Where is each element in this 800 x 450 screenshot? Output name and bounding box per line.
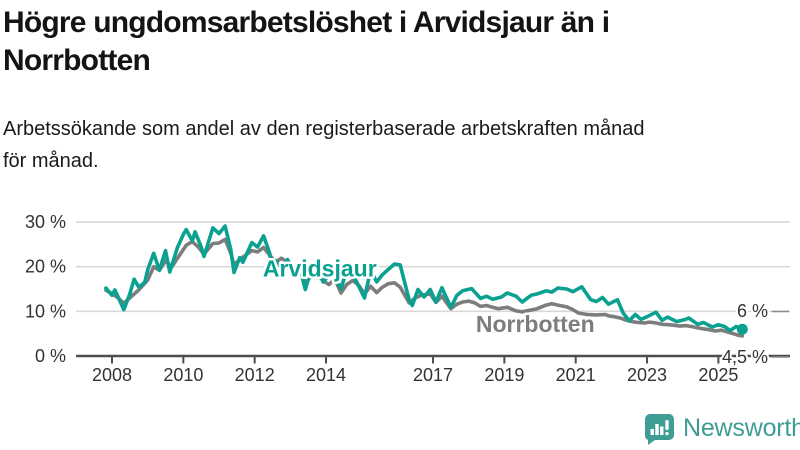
x-tick-label: 2021 xyxy=(556,365,596,385)
trend-end-dot xyxy=(736,323,748,335)
x-tick-label: 2014 xyxy=(306,365,346,385)
x-tick-label: 2023 xyxy=(627,365,667,385)
chart-subtitle: Arbetssökande som andel av den registerb… xyxy=(3,118,645,172)
x-tick-label: 2017 xyxy=(413,365,453,385)
y-tick-label: 0 % xyxy=(35,346,66,366)
series-label-norrbotten: Norrbotten xyxy=(476,311,595,337)
end-value-label-norrbotten: 4,5 % xyxy=(722,347,768,367)
x-tick-label: 2025 xyxy=(698,365,738,385)
series-label-arvidsjaur: Arvidsjaur xyxy=(263,255,377,281)
trend-chart: 0 % 10 % 20 % 30 % 2008 2010 2012 2014 2017 2019 2… xyxy=(0,200,800,400)
x-tick-label: 2019 xyxy=(484,365,524,385)
newsworthy-logo: Newsworthy xyxy=(643,412,800,445)
bar-chart-speech-bubble-icon xyxy=(644,414,674,445)
series-line-norrbotten xyxy=(104,237,745,338)
series-line-arvidsjaur xyxy=(104,224,745,333)
unemployment-line-chart: 0 % 10 % 20 % 30 % 2008 2010 2012 2014 2017 2019 2… xyxy=(25,212,790,385)
y-tick-label: 30 % xyxy=(25,212,66,232)
y-tick-label: 10 % xyxy=(25,301,66,321)
newsworthy-logo-text: Newsworthy xyxy=(683,414,800,442)
end-value-label-arvidsjaur: 6 % xyxy=(737,301,768,321)
y-tick-label: 20 % xyxy=(25,257,66,277)
x-tick-label: 2008 xyxy=(92,365,132,385)
x-tick-label: 2012 xyxy=(235,365,275,385)
x-tick-label: 2010 xyxy=(163,365,203,385)
chart-title: Högre ungdomsarbetslöshet i Arvidsjaur ä… xyxy=(3,6,610,77)
